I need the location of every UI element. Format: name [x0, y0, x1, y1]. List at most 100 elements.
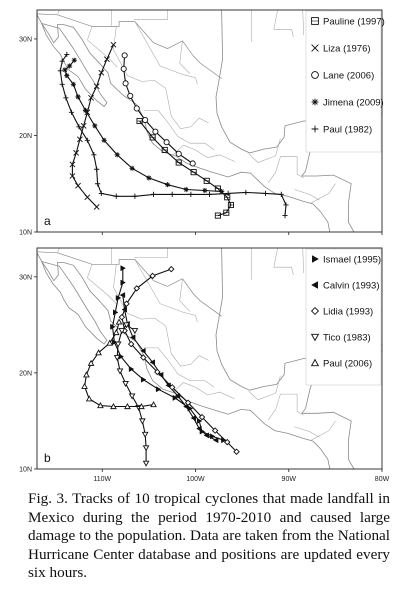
- track-point: [169, 191, 175, 197]
- state-boundary: [273, 247, 294, 275]
- legend-label: Paul (2006): [323, 359, 372, 370]
- track-point: [84, 137, 90, 143]
- track-point: [127, 340, 135, 348]
- track-point: [140, 354, 147, 361]
- track-jimena-2009: [62, 57, 225, 195]
- track-point: [85, 395, 93, 402]
- legend-symbol: [310, 306, 320, 316]
- track-point: [69, 173, 76, 179]
- legend-entry: Calvin (1993): [311, 281, 380, 292]
- track-point: [152, 128, 159, 135]
- legend-entry: Paul (1982): [311, 125, 372, 136]
- lon-tick-label: 80W: [375, 476, 390, 483]
- gulf-coastline: [215, 247, 355, 470]
- track-point: [203, 432, 210, 439]
- track-point: [57, 68, 63, 74]
- track-point: [106, 339, 114, 346]
- state-boundary: [248, 138, 281, 163]
- track-ismael-1995: [110, 265, 227, 444]
- gulf-coastline: [215, 9, 355, 233]
- state-boundary: [113, 26, 166, 89]
- track-point: [84, 194, 91, 201]
- legend-entry: Tico (1983): [310, 333, 371, 344]
- state-boundary: [57, 247, 60, 253]
- state-boundary: [296, 394, 304, 416]
- track-point: [202, 187, 208, 194]
- track-point: [118, 328, 126, 335]
- track-point: [82, 107, 89, 113]
- state-boundary: [267, 156, 298, 183]
- state-boundary: [165, 325, 209, 367]
- legend-symbol: [310, 358, 320, 367]
- track-point: [120, 265, 126, 272]
- track-point: [211, 427, 219, 434]
- track-point: [142, 445, 150, 452]
- track-point: [149, 272, 156, 280]
- track-point: [67, 63, 73, 69]
- legend-entry: Liza (1976): [311, 44, 371, 55]
- state-boundary: [310, 183, 336, 204]
- legend-symbol: [312, 255, 319, 263]
- track-point: [212, 437, 219, 444]
- state-boundary: [296, 156, 304, 179]
- track-point: [184, 399, 192, 406]
- track-pauline-1997: [136, 117, 234, 219]
- state-boundary: [179, 278, 191, 312]
- track-lidia-1993: [118, 265, 240, 455]
- track-point: [278, 191, 284, 197]
- baja-california-outline: [41, 22, 108, 108]
- track-point: [262, 190, 269, 196]
- track-point: [196, 417, 203, 424]
- map-frame: [36, 9, 383, 233]
- legend: Ismael (1995) Calvin (1993) Lidia (1993) Ti…: [305, 248, 382, 386]
- track-point: [154, 368, 161, 376]
- track-point: [68, 109, 75, 115]
- track-point: [88, 94, 94, 101]
- legend-symbol: [311, 125, 319, 133]
- track-point: [141, 431, 149, 438]
- legend-box: [305, 248, 382, 386]
- track-point: [95, 349, 102, 356]
- track-line: [123, 55, 194, 164]
- track-point: [63, 95, 69, 101]
- track-point: [128, 366, 135, 373]
- legend-entry: Ismael (1995): [312, 255, 381, 266]
- track-point: [73, 149, 80, 156]
- track-point: [142, 116, 149, 124]
- track-point: [124, 403, 131, 410]
- track-point: [131, 328, 139, 335]
- panel-label: b: [44, 451, 51, 465]
- track-point: [118, 313, 126, 321]
- track-point: [59, 58, 65, 64]
- track-point: [119, 292, 126, 299]
- state-boundary: [179, 40, 191, 74]
- track-point: [138, 403, 145, 410]
- track-paul-1982: [57, 51, 289, 219]
- track-line: [64, 59, 222, 193]
- lat-tick-label: 10N: [19, 467, 32, 474]
- state-boundary: [144, 110, 215, 151]
- track-point: [114, 341, 122, 348]
- track-point: [95, 181, 101, 187]
- track-point: [123, 300, 130, 307]
- track-point: [71, 57, 77, 63]
- track-point: [113, 355, 121, 362]
- track-point: [196, 425, 202, 432]
- track-point: [122, 380, 129, 388]
- track-lane-2006: [120, 52, 196, 167]
- state-boundary: [267, 393, 298, 421]
- track-point: [175, 150, 182, 157]
- lat-tick-label: 10N: [19, 230, 32, 237]
- legend-label: Paul (1982): [323, 125, 372, 136]
- track-point: [219, 188, 225, 195]
- track-point: [121, 52, 128, 59]
- map-frame: [36, 247, 383, 470]
- track-point: [168, 265, 175, 273]
- track-point: [104, 56, 110, 63]
- track-point: [70, 81, 76, 87]
- state-boundary: [87, 26, 118, 68]
- track-point: [149, 359, 155, 366]
- track-point: [98, 190, 104, 196]
- track-line: [121, 268, 237, 453]
- track-point: [75, 94, 81, 100]
